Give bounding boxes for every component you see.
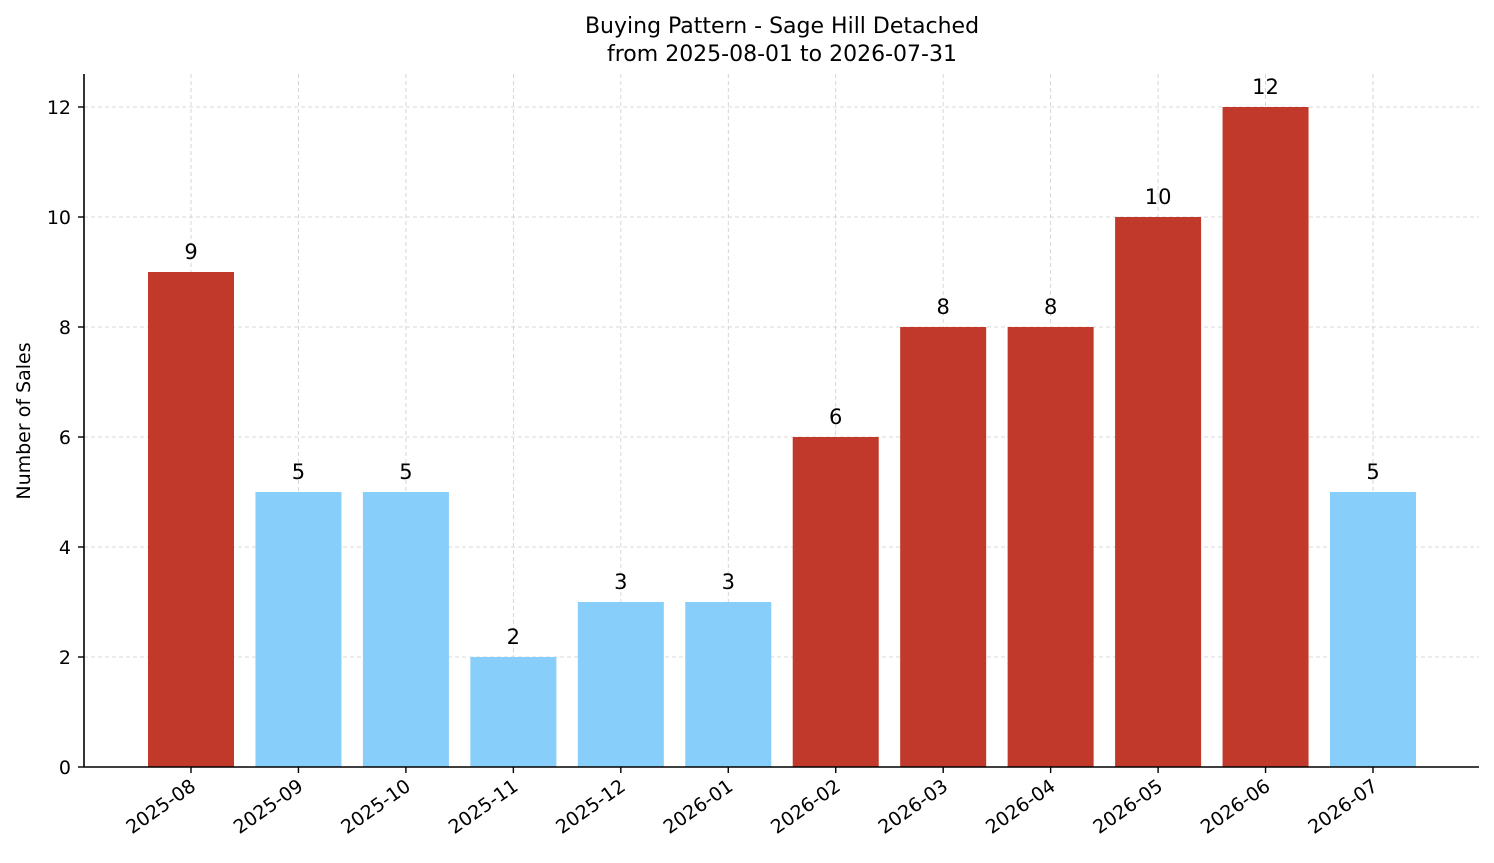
x-tick-label: 2026-05: [1089, 775, 1167, 839]
bar: [470, 657, 557, 767]
y-tick-label: 6: [59, 427, 71, 449]
x-tick-label: 2025-11: [445, 775, 523, 839]
bar: [1007, 327, 1094, 767]
x-tick-label: 2026-02: [767, 775, 845, 839]
x-tick-label: 2025-09: [230, 775, 308, 839]
data-label: 8: [1044, 295, 1057, 319]
data-label: 9: [184, 240, 197, 264]
data-label: 5: [399, 460, 412, 484]
chart-title: Buying Pattern - Sage Hill Detached: [585, 14, 979, 39]
data-label: 5: [292, 460, 305, 484]
x-tick-label: 2026-03: [874, 775, 952, 839]
data-label: 3: [614, 570, 627, 594]
data-label-layer: 9 5 5 2 3 3 6 8 8 10 12 5: [184, 75, 1379, 649]
bar-layer: [148, 107, 1416, 767]
y-tick-label: 2: [59, 647, 71, 669]
bar: [900, 327, 987, 767]
y-tick-label: 8: [59, 317, 71, 339]
x-tick-label: 2026-04: [982, 775, 1060, 839]
x-tick-label: 2025-12: [552, 775, 630, 839]
data-label: 10: [1145, 185, 1172, 209]
data-label: 2: [507, 625, 520, 649]
x-tick-label: 2025-08: [122, 775, 200, 839]
y-tick-label: 4: [59, 537, 71, 559]
data-label: 8: [936, 295, 949, 319]
chart-subtitle: from 2025-08-01 to 2026-07-31: [607, 42, 957, 67]
y-tick-label: 0: [59, 757, 71, 779]
bar: [577, 602, 664, 767]
bar: [1330, 492, 1416, 767]
bar: [685, 602, 772, 767]
bar: [1115, 217, 1202, 767]
data-label: 3: [722, 570, 735, 594]
data-label: 5: [1366, 460, 1379, 484]
data-label: 12: [1252, 75, 1279, 99]
bar: [1222, 107, 1309, 767]
bar: [792, 437, 879, 767]
x-tick-label: 2026-07: [1304, 775, 1382, 839]
y-tick-label: 12: [47, 97, 71, 119]
bar: [362, 492, 449, 767]
y-axis-label: Number of Sales: [13, 342, 35, 499]
y-tick-label: 10: [47, 207, 71, 229]
x-tick-label: 2026-06: [1197, 775, 1275, 839]
bar: [255, 492, 342, 767]
x-tick-label: 2026-01: [659, 775, 737, 839]
bar: [148, 272, 234, 767]
x-tick-label: 2025-10: [337, 775, 415, 839]
data-label: 6: [829, 405, 842, 429]
